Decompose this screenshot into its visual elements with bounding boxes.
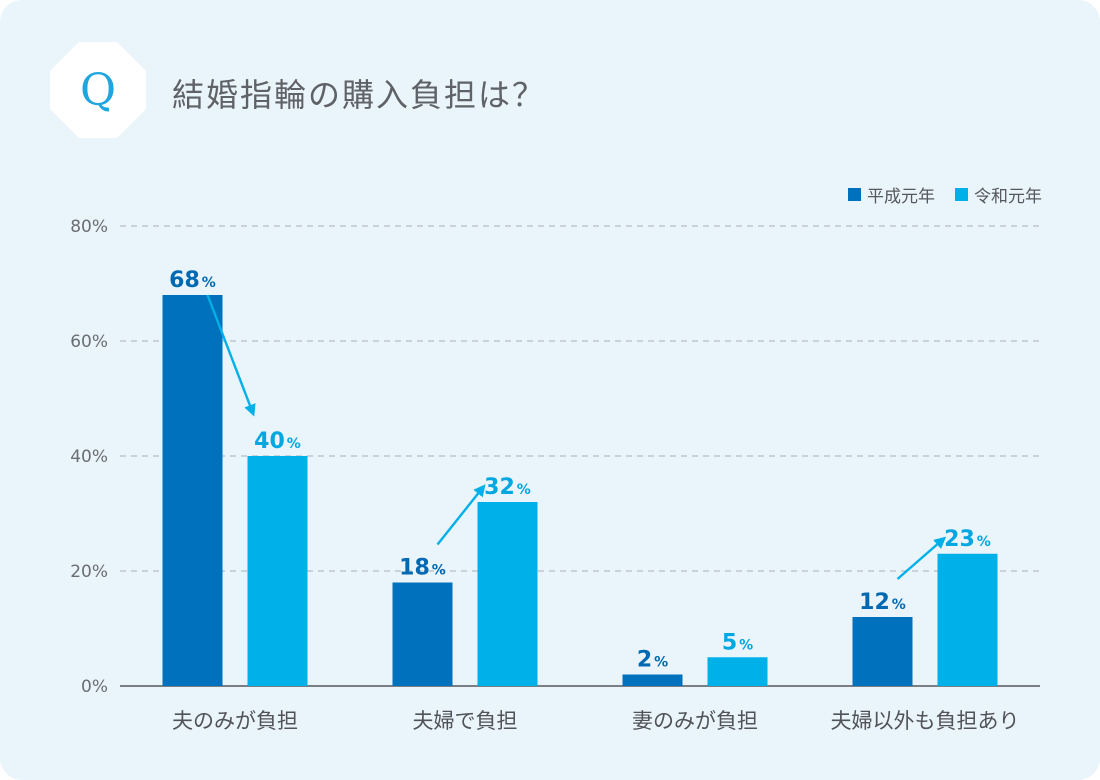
y-tick-label: 80%: [70, 217, 108, 237]
bar: [707, 657, 768, 686]
bar: [392, 582, 453, 686]
data-label: 23%: [944, 527, 991, 552]
data-label: 18%: [399, 556, 446, 581]
data-label: 12%: [859, 590, 906, 615]
bar: [937, 553, 998, 686]
trend-arrow: [896, 536, 947, 580]
data-label: 32%: [484, 475, 531, 500]
page-title: 結婚指輪の購入負担は？: [172, 76, 547, 114]
y-tick-label: 20%: [70, 562, 108, 582]
data-label: 68%: [169, 268, 216, 293]
category-label: 夫婦以外も負担あり: [831, 709, 1020, 733]
legend-swatch-reiwa: [955, 188, 968, 201]
data-label: 40%: [254, 429, 301, 454]
bar: [622, 674, 683, 686]
bar: [247, 456, 308, 686]
legend-label-heisei: 平成元年: [867, 187, 935, 207]
data-label: 5%: [722, 630, 753, 655]
trend-arrow: [436, 484, 486, 546]
category-label: 夫婦で負担: [413, 709, 518, 733]
category-label: 夫のみが負担: [172, 709, 298, 733]
legend-swatch-heisei: [848, 188, 861, 201]
q-badge-icon: [50, 42, 146, 138]
y-tick-label: 0%: [81, 677, 108, 697]
legend: 平成元年 令和元年: [848, 182, 1042, 207]
bar: [477, 502, 538, 686]
bar: [852, 617, 913, 686]
category-label: 妻のみが負担: [632, 709, 758, 733]
legend-item-reiwa: 令和元年: [955, 182, 1042, 207]
q-badge-letter: Q: [79, 64, 117, 116]
data-label: 2%: [637, 648, 668, 673]
legend-label-reiwa: 令和元年: [974, 187, 1042, 207]
legend-item-heisei: 平成元年: [848, 182, 935, 207]
trend-arrow: [206, 294, 256, 417]
y-tick-label: 60%: [70, 332, 108, 352]
bar: [162, 295, 223, 686]
y-tick-label: 40%: [70, 447, 108, 467]
